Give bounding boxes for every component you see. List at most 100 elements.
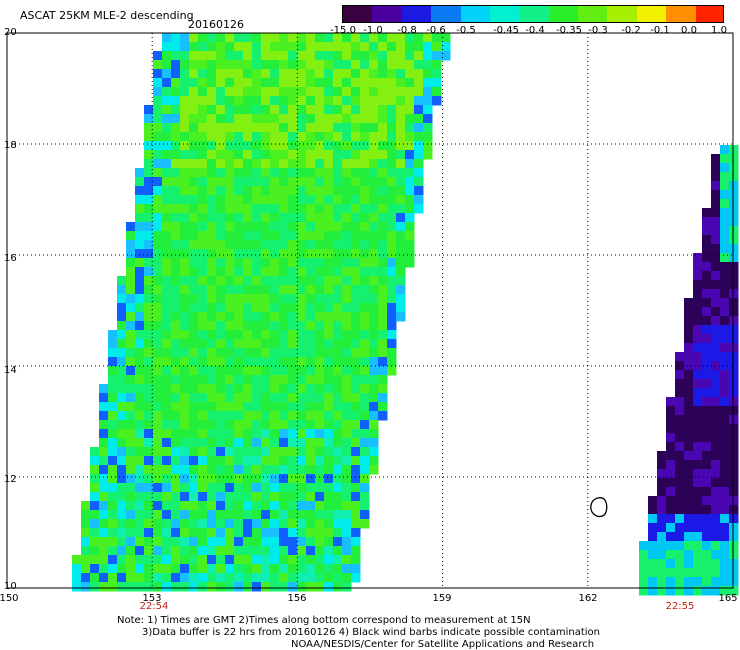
swath-cell <box>342 546 352 556</box>
swath-cell <box>405 114 415 124</box>
swath-cell <box>288 42 298 52</box>
colorbar-segment <box>666 6 697 22</box>
swath-cell <box>315 159 325 169</box>
swath-cell <box>720 298 730 308</box>
swath-cell <box>225 141 235 151</box>
swath-cell <box>153 339 163 349</box>
swath-cell <box>261 33 271 43</box>
swath-cell <box>135 276 145 286</box>
swath-cell <box>279 231 289 241</box>
swath-cell <box>306 258 316 268</box>
swath-cell <box>396 258 406 268</box>
swath-cell <box>72 582 82 592</box>
swath-cell <box>288 321 298 331</box>
swath-cell <box>369 204 379 214</box>
swath-cell <box>99 384 109 394</box>
swath-cell <box>225 411 235 421</box>
swath-cell <box>414 123 424 133</box>
swath-cell <box>171 69 181 79</box>
swath-cell <box>306 132 316 142</box>
swath-cell <box>180 339 190 349</box>
swath-cell <box>387 276 397 286</box>
swath-cell <box>702 244 712 254</box>
swath-cell <box>261 249 271 259</box>
swath-cell <box>342 195 352 205</box>
swath-cell <box>351 141 361 151</box>
swath-cell <box>99 438 109 448</box>
swath-cell <box>378 159 388 169</box>
swath-cell <box>117 348 127 358</box>
swath-cell <box>378 105 388 115</box>
swath-cell <box>207 186 217 196</box>
swath-cell <box>225 537 235 547</box>
swath-cell <box>252 564 262 574</box>
swath-cell <box>702 469 712 479</box>
swath-cell <box>333 501 343 511</box>
swath-cell <box>180 366 190 376</box>
swath-cell <box>711 289 721 299</box>
swath-cell <box>162 240 172 250</box>
swath-cell <box>171 537 181 547</box>
swath-cell <box>351 267 361 277</box>
swath-cell <box>153 357 163 367</box>
swath-cell <box>180 231 190 241</box>
swath-cell <box>207 393 217 403</box>
swath-cell <box>693 379 703 389</box>
swath-cell <box>198 276 208 286</box>
swath-cell <box>333 564 343 574</box>
swath-cell <box>297 51 307 61</box>
swath-cell <box>378 42 388 52</box>
swath-cell <box>684 523 694 533</box>
swath-cell <box>126 303 136 313</box>
swath-cell <box>666 487 676 497</box>
swath-cell <box>189 69 199 79</box>
swath-cell <box>297 429 307 439</box>
swath-cell <box>405 123 415 133</box>
swath-cell <box>234 582 244 592</box>
swath-cell <box>171 132 181 142</box>
swath-cell <box>243 447 253 457</box>
swath-cell <box>234 411 244 421</box>
swath-cell <box>333 96 343 106</box>
swath-cell <box>99 447 109 457</box>
swath-cell <box>342 231 352 241</box>
swath-cell <box>306 555 316 565</box>
swath-cell <box>414 33 424 43</box>
swath-cell <box>234 519 244 529</box>
swath-cell <box>225 105 235 115</box>
swath-cell <box>684 406 694 416</box>
swath-cell <box>279 429 289 439</box>
swath-cell <box>378 204 388 214</box>
swath-cell <box>324 393 334 403</box>
swath-cell <box>378 267 388 277</box>
swath-cell <box>315 213 325 223</box>
swath-cell <box>108 582 118 592</box>
swath-cell <box>279 537 289 547</box>
swath-cell <box>198 510 208 520</box>
swath-cell <box>162 528 172 538</box>
swath-cell <box>225 231 235 241</box>
swath-cell <box>90 447 100 457</box>
swath-cell <box>720 352 730 362</box>
swath-cell <box>108 393 118 403</box>
swath-cell <box>333 87 343 97</box>
swath-cell <box>216 294 226 304</box>
swath-cell <box>729 253 739 263</box>
swath-cell <box>144 240 154 250</box>
swath-cell <box>153 69 163 79</box>
swath-cell <box>279 141 289 151</box>
swath-cell <box>333 312 343 322</box>
swath-cell <box>270 105 280 115</box>
swath-cell <box>234 222 244 232</box>
swath-cell <box>81 528 91 538</box>
swath-cell <box>270 564 280 574</box>
swath-cell <box>666 505 676 515</box>
swath-cell <box>198 258 208 268</box>
swath-cell <box>207 438 217 448</box>
swath-cell <box>387 186 397 196</box>
swath-cell <box>162 69 172 79</box>
swath-cell <box>180 474 190 484</box>
swath-cell <box>369 69 379 79</box>
swath-cell <box>207 492 217 502</box>
swath-cell <box>243 492 253 502</box>
